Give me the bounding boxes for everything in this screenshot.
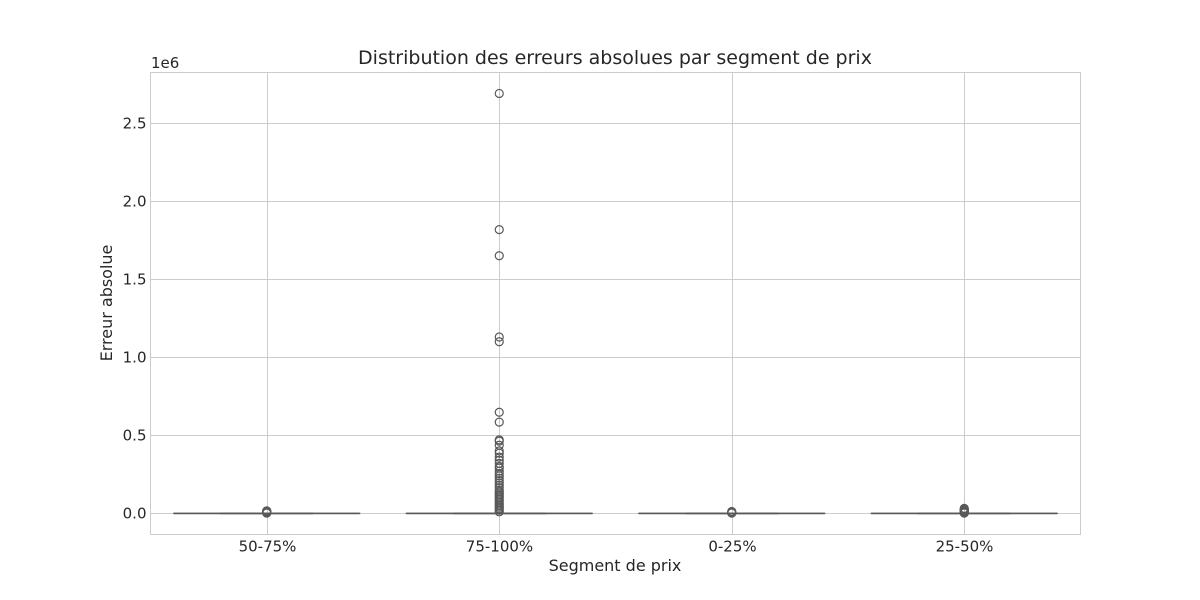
- outlier-point: [262, 506, 272, 516]
- box-group: [173, 506, 361, 518]
- x-tick-label: 25-50%: [936, 538, 994, 556]
- x-tick-label: 0-25%: [708, 538, 756, 556]
- y-tick-label: 1.0: [123, 349, 147, 367]
- box-group: [405, 88, 593, 517]
- outlier-point: [727, 506, 737, 517]
- y-tick-label: 2.0: [123, 193, 147, 211]
- y-tick-label: 0.5: [123, 427, 147, 445]
- outlier-point: [494, 466, 504, 476]
- outlier-point: [494, 417, 504, 427]
- outlier-point: [494, 407, 504, 417]
- outlier-point: [494, 332, 504, 342]
- outlier-point: [494, 475, 504, 486]
- outlier-point: [494, 473, 504, 483]
- x-tick-label: 75-100%: [466, 538, 533, 556]
- box-group: [638, 506, 826, 518]
- y-tick-label: 0.0: [123, 505, 147, 523]
- outlier-point: [494, 446, 504, 456]
- x-tick-labels: 50-75% 75-100% 0-25% 25-50%: [239, 538, 994, 556]
- outlier-point: [494, 468, 504, 479]
- outlier-point: [494, 436, 504, 446]
- outlier-point: [494, 452, 504, 462]
- y-tick-labels: 0.0 0.5 1.0 1.5 2.0 2.5: [123, 115, 147, 523]
- outlier-point: [494, 337, 504, 347]
- plot-frame: [150, 72, 1081, 535]
- y-offset-label: 1e6: [151, 54, 179, 72]
- boxes: [173, 88, 1058, 518]
- outlier-point: [494, 448, 504, 458]
- grid-lines: [150, 72, 1081, 535]
- y-axis-label: Erreur absolue: [97, 245, 116, 362]
- box-group: [870, 503, 1058, 518]
- chart-title: Distribution des erreurs absolues par se…: [358, 47, 872, 69]
- outlier-point: [494, 88, 504, 99]
- y-tick-label: 2.5: [123, 115, 147, 133]
- outlier-point: [494, 507, 504, 517]
- outlier-point: [959, 503, 969, 513]
- outlier-point: [494, 471, 504, 481]
- outlier-point: [494, 225, 504, 235]
- x-tick-label: 50-75%: [239, 538, 297, 556]
- y-tick-label: 1.5: [123, 271, 147, 289]
- outlier-point: [494, 251, 504, 261]
- x-axis-label: Segment de prix: [549, 556, 682, 575]
